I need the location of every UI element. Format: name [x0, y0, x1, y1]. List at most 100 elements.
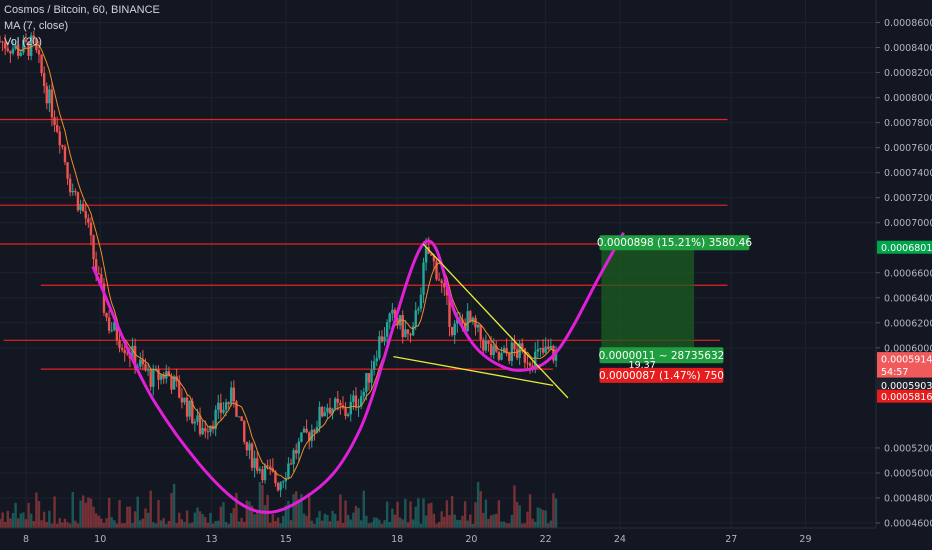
volume-bar: [297, 499, 301, 528]
candle-body: [450, 326, 454, 336]
volume-bar: [263, 505, 267, 528]
candle-body: [487, 340, 490, 344]
candle-body: [448, 295, 451, 327]
candle-body: [437, 279, 441, 281]
volume-bar: [256, 510, 259, 528]
candle-body: [144, 364, 147, 371]
volume-bar: [445, 500, 449, 528]
volume-bar: [66, 522, 69, 528]
candle-body: [417, 308, 420, 311]
volume-bar: [53, 496, 56, 528]
volume-bar: [541, 510, 545, 528]
volume-bar: [146, 512, 150, 528]
price-tick-label: 0.0008000: [884, 93, 932, 104]
candle-body: [50, 89, 54, 118]
entry-label: 0.0000011 ~ 28735632: [599, 350, 725, 362]
candle-body: [126, 353, 129, 355]
candle-body: [79, 204, 82, 211]
candle-body: [209, 425, 212, 432]
stop-label: 0.0000087 (1.47%) 750: [599, 370, 724, 382]
volume-bar: [183, 522, 186, 528]
candle-body: [539, 347, 542, 350]
candle-body: [554, 353, 558, 361]
volume-bar: [22, 512, 25, 528]
volume-bar: [279, 523, 282, 528]
volume-bar: [204, 516, 207, 528]
candle-body: [162, 374, 165, 379]
position-labels[interactable]: 0.0000898 (15.21%) 3580.46 0.0000011 ~ 28…: [597, 235, 752, 383]
candle-body: [430, 253, 433, 256]
volume-bar: [219, 506, 223, 528]
candle-body: [388, 313, 391, 323]
volume-bar: [206, 522, 210, 528]
volume-bar: [42, 511, 46, 528]
candle-body: [456, 319, 459, 324]
candle-body: [196, 415, 199, 422]
volume-bar: [323, 513, 326, 528]
price-tag: [877, 240, 932, 254]
candle-body: [84, 211, 87, 219]
candle-body: [219, 402, 223, 413]
volume-bar: [118, 500, 121, 528]
volume-bar: [539, 508, 542, 528]
volume-legend[interactable]: Vol (20): [4, 36, 42, 48]
volume-bar: [417, 498, 420, 528]
candle-body: [440, 280, 443, 284]
volume-bar: [419, 523, 423, 528]
volume-bar: [547, 523, 550, 528]
time-tick-label: 10: [94, 534, 106, 545]
candle-body: [318, 406, 321, 428]
volume-bar: [178, 512, 181, 528]
candle-body: [310, 429, 313, 441]
candle-body: [443, 283, 446, 288]
volume-bar: [471, 523, 475, 528]
candle-body: [352, 395, 355, 402]
candle-body: [48, 89, 51, 104]
candle-body: [258, 469, 262, 471]
candle-body: [297, 441, 301, 454]
volume-bar: [271, 514, 275, 528]
candle-body: [263, 465, 267, 481]
candle-body: [409, 333, 412, 336]
time-axis[interactable]: 8 10 13 15 18 20 22 24 27 29: [0, 527, 932, 550]
candle-body: [71, 190, 74, 193]
symbol-legend[interactable]: Cosmos / Bitcoin, 60, BINANCE: [4, 4, 160, 16]
volume-bar: [243, 521, 246, 528]
price-tick-label: 0.0006000: [884, 343, 932, 354]
target-zone[interactable]: [601, 243, 695, 356]
volume-bar: [162, 518, 165, 528]
price-tick-label: 0.0007200: [884, 193, 932, 204]
volume-bar: [11, 512, 15, 528]
volume-bar: [61, 522, 64, 528]
volume-bar: [380, 523, 384, 528]
time-tick-label: 18: [391, 534, 403, 545]
volume-bar: [211, 523, 215, 528]
candle-body: [81, 204, 85, 212]
volume-bar: [185, 510, 189, 528]
volume-bar: [528, 494, 532, 528]
volume-bar: [282, 515, 285, 528]
candle-body: [139, 359, 142, 367]
candle-body: [474, 317, 477, 328]
volume-bar: [123, 523, 126, 528]
volume-bar: [357, 508, 360, 528]
candle-body: [40, 54, 43, 74]
candle-body: [6, 48, 9, 51]
ma-legend[interactable]: MA (7, close): [4, 20, 69, 32]
pattern-drawings[interactable]: [91, 231, 625, 514]
volume-bar: [157, 499, 160, 528]
volume-bar: [487, 518, 490, 528]
candle-body: [29, 35, 33, 56]
price-axis[interactable]: 0.0008600 0.0008400 0.0008200 0.0008000 0.00…: [875, 0, 932, 550]
candle-body: [53, 117, 56, 125]
candle-body: [482, 339, 485, 351]
candle-body: [92, 235, 95, 260]
candle-body: [105, 312, 108, 318]
volume-bar: [339, 494, 342, 528]
volume-bar: [269, 522, 272, 528]
candle-body: [307, 432, 311, 441]
candle-body: [250, 443, 254, 468]
volume-bar: [40, 520, 43, 528]
candle-body: [102, 283, 106, 313]
